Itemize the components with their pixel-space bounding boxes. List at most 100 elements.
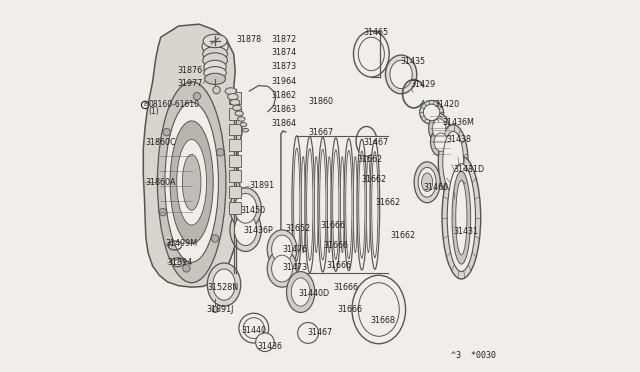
Ellipse shape — [170, 121, 213, 244]
Bar — [229, 108, 241, 120]
Text: 31662: 31662 — [362, 175, 387, 184]
Bar — [229, 124, 241, 135]
Ellipse shape — [298, 323, 319, 343]
Text: 31666: 31666 — [338, 305, 363, 314]
Ellipse shape — [352, 275, 406, 344]
Ellipse shape — [370, 140, 380, 269]
Text: 31668: 31668 — [370, 316, 396, 325]
Ellipse shape — [353, 156, 357, 253]
Ellipse shape — [177, 140, 207, 225]
Text: 31435: 31435 — [400, 57, 425, 66]
Ellipse shape — [243, 318, 264, 339]
Ellipse shape — [287, 272, 315, 312]
Ellipse shape — [442, 156, 481, 279]
Text: 31666: 31666 — [324, 241, 349, 250]
Ellipse shape — [232, 105, 241, 110]
Text: 31977: 31977 — [177, 79, 203, 88]
Text: 31436: 31436 — [257, 342, 282, 351]
Ellipse shape — [207, 263, 241, 306]
Text: 08160-61610: 08160-61610 — [148, 100, 199, 109]
Text: 31891: 31891 — [250, 182, 275, 190]
Circle shape — [420, 100, 444, 124]
Circle shape — [141, 101, 149, 109]
Text: 31860: 31860 — [308, 97, 333, 106]
Ellipse shape — [291, 278, 310, 306]
Text: 31873: 31873 — [271, 62, 297, 71]
Text: 31465: 31465 — [364, 28, 389, 37]
Circle shape — [213, 86, 220, 94]
Text: 31652: 31652 — [286, 224, 311, 233]
Ellipse shape — [443, 131, 463, 192]
Text: 31420: 31420 — [435, 100, 460, 109]
Ellipse shape — [367, 156, 371, 253]
Ellipse shape — [234, 214, 257, 246]
Text: 31450: 31450 — [240, 206, 265, 215]
Ellipse shape — [333, 150, 339, 259]
Circle shape — [424, 104, 440, 121]
Text: 31431D: 31431D — [453, 165, 484, 174]
Text: 31872: 31872 — [271, 35, 297, 44]
Ellipse shape — [292, 136, 301, 273]
Ellipse shape — [235, 111, 243, 116]
Text: 31891J: 31891J — [207, 305, 234, 314]
Ellipse shape — [237, 117, 245, 121]
Ellipse shape — [203, 46, 227, 61]
Ellipse shape — [165, 102, 218, 262]
Ellipse shape — [271, 235, 292, 263]
Ellipse shape — [157, 82, 226, 283]
Text: 31863: 31863 — [271, 105, 297, 114]
Ellipse shape — [301, 156, 305, 253]
Ellipse shape — [340, 156, 344, 253]
Ellipse shape — [305, 137, 315, 273]
Text: 31476: 31476 — [283, 245, 308, 254]
Circle shape — [216, 149, 224, 156]
Ellipse shape — [429, 113, 449, 143]
Text: 31667: 31667 — [308, 128, 333, 137]
Circle shape — [159, 208, 166, 216]
Bar — [229, 186, 241, 198]
Ellipse shape — [271, 255, 292, 282]
Ellipse shape — [230, 188, 261, 229]
Text: 31874: 31874 — [271, 48, 297, 57]
Ellipse shape — [385, 55, 417, 94]
Text: B: B — [143, 102, 147, 108]
Ellipse shape — [418, 167, 436, 197]
Ellipse shape — [225, 88, 236, 94]
Ellipse shape — [182, 154, 201, 210]
Text: 31666: 31666 — [320, 221, 345, 230]
Ellipse shape — [267, 230, 297, 269]
Bar — [229, 155, 241, 167]
Text: 31860C: 31860C — [145, 138, 176, 147]
Ellipse shape — [344, 138, 354, 271]
Ellipse shape — [432, 119, 446, 138]
Circle shape — [212, 307, 218, 312]
Ellipse shape — [230, 208, 261, 251]
Text: 31662: 31662 — [390, 231, 415, 240]
Text: 31876: 31876 — [178, 66, 203, 75]
Polygon shape — [143, 24, 242, 287]
Ellipse shape — [294, 148, 300, 261]
Ellipse shape — [438, 125, 468, 199]
Ellipse shape — [203, 34, 227, 48]
Ellipse shape — [434, 133, 447, 151]
Ellipse shape — [213, 269, 235, 300]
Text: 31662: 31662 — [357, 155, 382, 164]
Text: 31860A: 31860A — [145, 178, 175, 187]
Ellipse shape — [346, 150, 352, 259]
Ellipse shape — [318, 137, 328, 272]
Text: 31862: 31862 — [271, 91, 297, 100]
Ellipse shape — [358, 151, 365, 258]
Circle shape — [163, 128, 170, 136]
Text: 31878: 31878 — [236, 35, 261, 44]
Text: 31894: 31894 — [168, 258, 193, 267]
Bar — [229, 92, 241, 104]
Ellipse shape — [255, 333, 275, 352]
Text: ^3  *0030: ^3 *0030 — [451, 351, 495, 360]
Ellipse shape — [239, 313, 269, 343]
Ellipse shape — [353, 31, 389, 77]
Ellipse shape — [228, 94, 238, 100]
Ellipse shape — [331, 138, 340, 271]
Text: 31460: 31460 — [424, 183, 449, 192]
Bar — [229, 202, 241, 214]
Text: 31473: 31473 — [283, 263, 308, 272]
